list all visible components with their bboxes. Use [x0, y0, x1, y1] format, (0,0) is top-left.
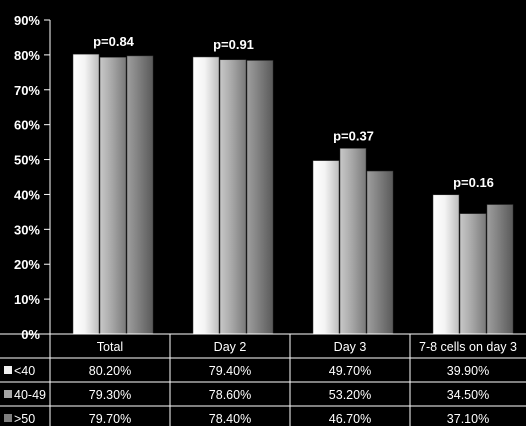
legend-label: >50	[14, 412, 35, 426]
y-tick-label: 70%	[14, 83, 40, 98]
table-cell: 78.60%	[209, 388, 251, 402]
table-cell: 49.70%	[329, 364, 371, 378]
y-tick-label: 20%	[14, 257, 40, 272]
y-tick-label: 60%	[14, 118, 40, 133]
table-cell: 79.70%	[89, 412, 131, 426]
category-label: Total	[97, 340, 123, 354]
p-value-label: p=0.37	[333, 128, 374, 143]
category-label: Day 2	[214, 340, 247, 354]
table-cell: 37.10%	[447, 412, 489, 426]
bar-50-0	[126, 55, 154, 335]
bar-40-1	[192, 56, 220, 335]
y-tick-label: 80%	[14, 48, 40, 63]
y-axis: 0%10%20%30%40%50%60%70%80%90%	[14, 13, 51, 342]
p-value-annotations: p=0.84 p=0.91 p=0.37 p=0.16	[93, 34, 494, 190]
legend-label: <40	[14, 364, 35, 378]
y-tick-label: 40%	[14, 187, 40, 202]
p-value-label: p=0.16	[453, 175, 494, 190]
table-cell: 39.90%	[447, 364, 489, 378]
bar-40-0	[72, 53, 100, 335]
bar-40-2	[312, 160, 340, 335]
table-cell: 46.70%	[329, 412, 371, 426]
legend-swatch	[4, 390, 12, 398]
p-value-label: p=0.91	[213, 37, 254, 52]
table-cell: 34.50%	[447, 388, 489, 402]
y-tick-label: 50%	[14, 153, 40, 168]
bar-4049-1	[219, 59, 247, 335]
bar-4049-2	[339, 148, 367, 335]
category-label: Day 3	[334, 340, 367, 354]
y-tick-label: 30%	[14, 222, 40, 237]
bars	[72, 53, 514, 335]
table-cell: 78.40%	[209, 412, 251, 426]
bar-50-1	[246, 60, 274, 335]
bar-40-3	[432, 194, 460, 335]
p-value-label: p=0.84	[93, 34, 135, 49]
category-label: 7-8 cells on day 3	[419, 340, 517, 354]
table-cell: 79.30%	[89, 388, 131, 402]
bar-4049-0	[99, 57, 127, 335]
bar-50-2	[366, 170, 394, 335]
legend-swatch	[4, 366, 12, 374]
bar-50-3	[486, 204, 514, 335]
bar-4049-3	[459, 213, 487, 335]
table-cell: 79.40%	[209, 364, 251, 378]
y-tick-label: 10%	[14, 292, 40, 307]
y-tick-label: 90%	[14, 13, 40, 28]
legend-label: 40-49	[14, 388, 46, 402]
table-cell: 53.20%	[329, 388, 371, 402]
legend-swatch	[4, 414, 12, 422]
table-cell: 80.20%	[89, 364, 131, 378]
data-table: Total Day 2 Day 3 7-8 cells on day 3 <40 80.2…	[0, 333, 526, 426]
